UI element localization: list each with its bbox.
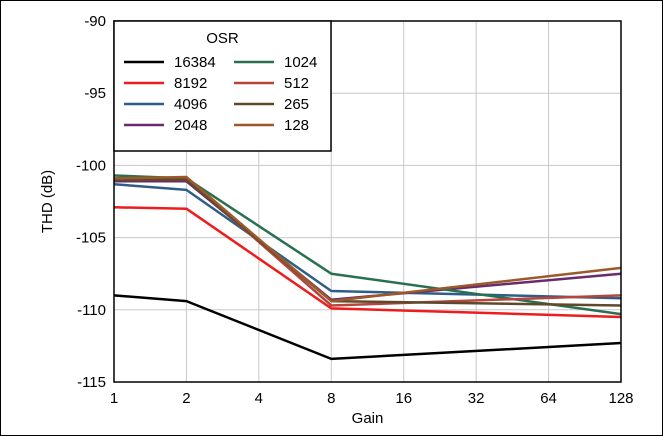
series-line-8192 [113,206,622,319]
y-axis-title: THD (dB) [39,170,56,233]
x-tick-label: 2 [182,390,190,407]
y-tick-label: -105 [76,230,106,247]
legend-title: OSR [206,30,239,47]
x-tick-labels: 1 2 4 8 16 32 64 128 [110,390,634,407]
legend-label-8192: 8192 [174,75,207,92]
x-axis-title: Gain [352,410,384,427]
legend-label-265: 265 [284,96,309,113]
legend-label-4096: 4096 [174,96,207,113]
legend-box [113,20,332,152]
legend-label-512: 512 [284,75,309,92]
x-tick-label: 8 [327,390,335,407]
series-line-128 [113,175,622,303]
x-tick-label: 4 [255,390,263,407]
series-line-16384 [113,294,622,361]
y-tick-labels: -115 -110 -105 -100 -95 -90 [76,13,106,391]
y-tick-label: -100 [76,157,106,174]
x-tick-label: 64 [540,390,557,407]
legend-label-16384: 16384 [174,54,216,71]
legend-label-2048: 2048 [174,117,207,134]
x-tick-label: 16 [395,390,412,407]
y-tick-label: -110 [77,302,106,319]
legend: OSR 16384 8192 4096 2048 1024 512 265 128 [113,20,332,152]
y-tick-label: -115 [77,374,106,391]
y-tick-label: -90 [84,13,106,30]
legend-label-1024: 1024 [284,54,317,71]
plot-frame [113,20,622,383]
legend-items: 16384 8192 4096 2048 1024 512 265 128 [124,54,317,134]
y-tick-label: -95 [84,85,106,102]
x-tick-label: 1 [110,390,118,407]
x-tick-label: 128 [608,390,633,407]
series-lines [113,174,622,361]
legend-label-128: 128 [284,117,309,134]
x-tick-label: 32 [468,390,485,407]
